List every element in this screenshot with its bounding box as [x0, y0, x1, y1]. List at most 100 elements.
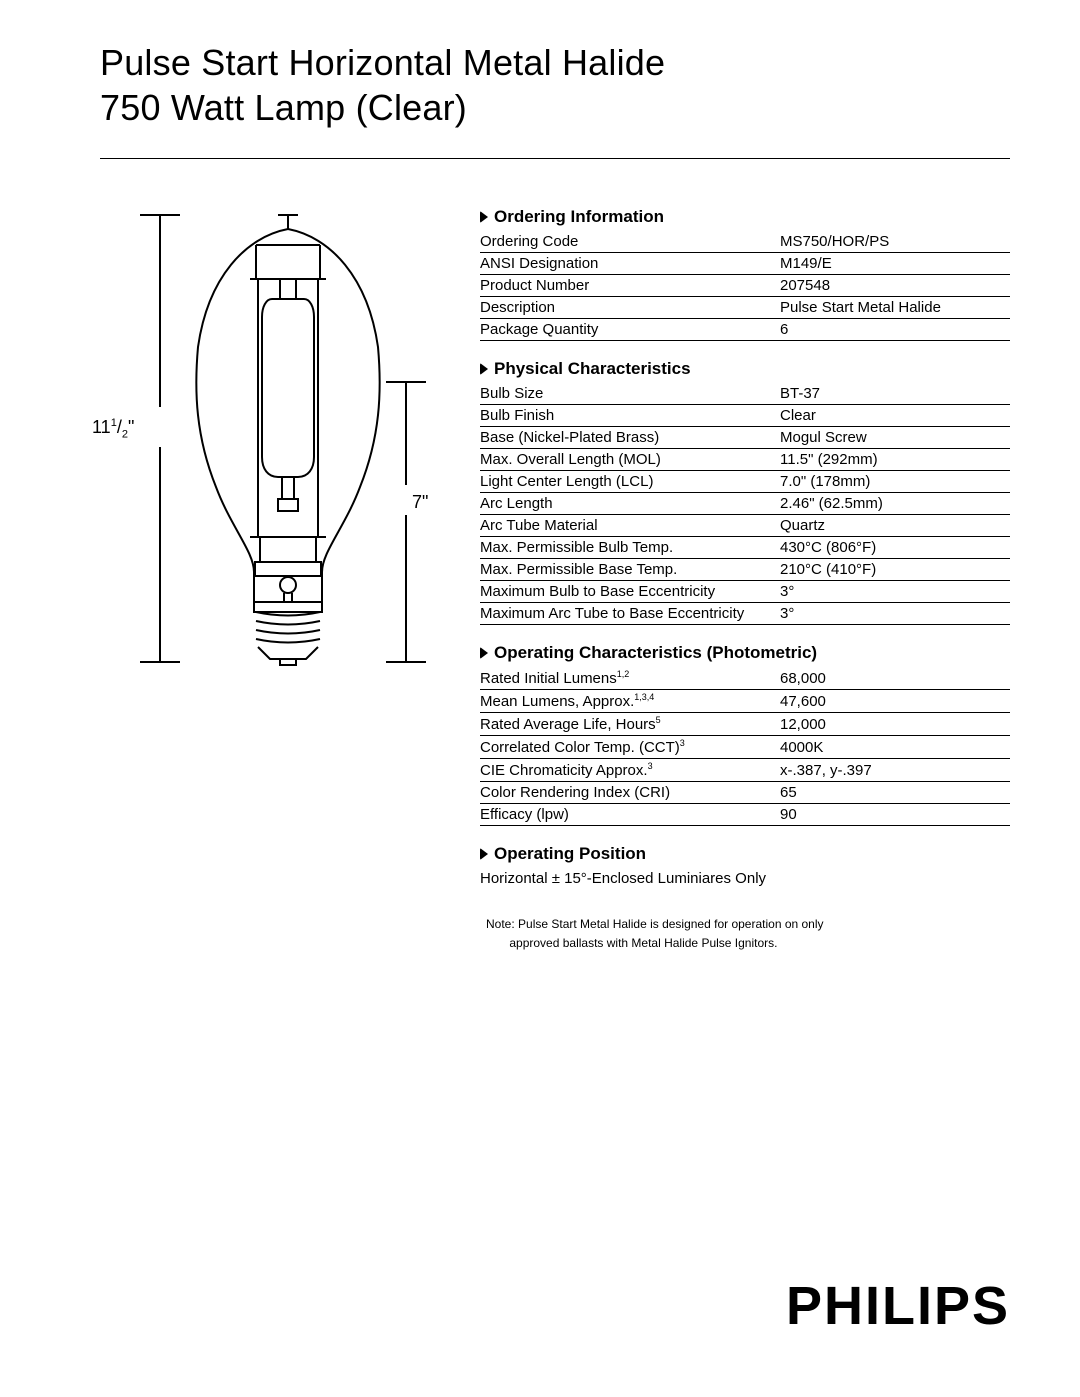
spec-label: Efficacy (lpw) — [480, 804, 780, 826]
table-row: Base (Nickel-Plated Brass)Mogul Screw — [480, 427, 1010, 449]
page-title: Pulse Start Horizontal Metal Halide 750 … — [100, 40, 1010, 130]
superscript: 1,3,4 — [634, 692, 654, 702]
spec-value: x-.387, y-.397 — [780, 759, 1010, 782]
spec-label: Ordering Code — [480, 231, 780, 253]
spec-value: 207548 — [780, 275, 1010, 297]
spec-value: 65 — [780, 782, 1010, 804]
table-row: Rated Initial Lumens1,268,000 — [480, 667, 1010, 690]
dimension-overall-length: 111/2" — [92, 417, 134, 441]
table-row: Max. Overall Length (MOL)11.5" (292mm) — [480, 449, 1010, 471]
bullet-arrow-icon — [480, 211, 488, 223]
spec-label: Maximum Arc Tube to Base Eccentricity — [480, 603, 780, 625]
spec-value: Pulse Start Metal Halide — [780, 297, 1010, 319]
spec-value: Mogul Screw — [780, 427, 1010, 449]
bullet-arrow-icon — [480, 647, 488, 659]
section-heading-operating: Operating Characteristics (Photometric) — [480, 643, 1010, 663]
section-heading-position: Operating Position — [480, 844, 1010, 864]
table-row: Maximum Arc Tube to Base Eccentricity3° — [480, 603, 1010, 625]
spec-value: Clear — [780, 405, 1010, 427]
table-row: Mean Lumens, Approx.1,3,447,600 — [480, 690, 1010, 713]
table-row: Color Rendering Index (CRI)65 — [480, 782, 1010, 804]
table-row: Maximum Bulb to Base Eccentricity3° — [480, 581, 1010, 603]
table-row: Bulb SizeBT-37 — [480, 383, 1010, 405]
diagram-column: 111/2" 7" — [100, 207, 470, 687]
title-line-1: Pulse Start Horizontal Metal Halide — [100, 42, 665, 83]
superscript: 5 — [656, 715, 661, 725]
spec-value: Quartz — [780, 515, 1010, 537]
section-position: Operating Position Horizontal ± 15°-Encl… — [480, 844, 1010, 887]
dim-left-inch: " — [128, 417, 134, 437]
section-ordering: Ordering Information Ordering CodeMS750/… — [480, 207, 1010, 341]
table-row: Ordering CodeMS750/HOR/PS — [480, 231, 1010, 253]
note-line-2: approved ballasts with Metal Halide Puls… — [509, 936, 777, 950]
table-row: Rated Average Life, Hours512,000 — [480, 713, 1010, 736]
table-row: CIE Chromaticity Approx.3x-.387, y-.397 — [480, 759, 1010, 782]
spec-value: 2.46" (62.5mm) — [780, 493, 1010, 515]
dim-left-int: 11 — [92, 417, 111, 437]
section-physical: Physical Characteristics Bulb SizeBT-37B… — [480, 359, 1010, 625]
table-row: Correlated Color Temp. (CCT)34000K — [480, 736, 1010, 759]
spec-label: Light Center Length (LCL) — [480, 471, 780, 493]
spec-label: Correlated Color Temp. (CCT)3 — [480, 736, 780, 759]
table-row: Light Center Length (LCL)7.0" (178mm) — [480, 471, 1010, 493]
lamp-diagram: 111/2" 7" — [100, 207, 440, 687]
bullet-arrow-icon — [480, 848, 488, 860]
section-operating: Operating Characteristics (Photometric) … — [480, 643, 1010, 826]
physical-table: Bulb SizeBT-37Bulb FinishClearBase (Nick… — [480, 383, 1010, 625]
table-row: Product Number207548 — [480, 275, 1010, 297]
heading-text-ordering: Ordering Information — [494, 207, 664, 227]
spec-value: 7.0" (178mm) — [780, 471, 1010, 493]
title-rule — [100, 158, 1010, 159]
dimension-lcl: 7" — [412, 492, 428, 513]
table-row: Arc Length2.46" (62.5mm) — [480, 493, 1010, 515]
spec-value: 6 — [780, 319, 1010, 341]
spec-value: 11.5" (292mm) — [780, 449, 1010, 471]
heading-text-position: Operating Position — [494, 844, 646, 864]
spec-value: 3° — [780, 581, 1010, 603]
spec-label: Rated Initial Lumens1,2 — [480, 667, 780, 690]
spec-value: M149/E — [780, 253, 1010, 275]
spec-label: Arc Length — [480, 493, 780, 515]
table-row: Max. Permissible Base Temp.210°C (410°F) — [480, 559, 1010, 581]
spec-value: 210°C (410°F) — [780, 559, 1010, 581]
spec-value: MS750/HOR/PS — [780, 231, 1010, 253]
section-heading-physical: Physical Characteristics — [480, 359, 1010, 379]
spec-value: 47,600 — [780, 690, 1010, 713]
table-row: Bulb FinishClear — [480, 405, 1010, 427]
spec-label: Package Quantity — [480, 319, 780, 341]
spec-label: Mean Lumens, Approx.1,3,4 — [480, 690, 780, 713]
spec-value: 90 — [780, 804, 1010, 826]
specs-column: Ordering Information Ordering CodeMS750/… — [470, 207, 1010, 953]
superscript: 3 — [648, 761, 653, 771]
spec-label: Bulb Finish — [480, 405, 780, 427]
spec-label: Max. Permissible Base Temp. — [480, 559, 780, 581]
table-row: ANSI DesignationM149/E — [480, 253, 1010, 275]
section-heading-ordering: Ordering Information — [480, 207, 1010, 227]
bullet-arrow-icon — [480, 363, 488, 375]
heading-text-physical: Physical Characteristics — [494, 359, 691, 379]
ordering-table: Ordering CodeMS750/HOR/PSANSI Designatio… — [480, 231, 1010, 341]
operating-position-text: Horizontal ± 15°-Enclosed Luminiares Onl… — [480, 868, 1010, 887]
footnote: Note: Pulse Start Metal Halide is design… — [480, 915, 1010, 953]
table-row: DescriptionPulse Start Metal Halide — [480, 297, 1010, 319]
title-line-2: 750 Watt Lamp (Clear) — [100, 87, 467, 128]
philips-logo: PHILIPS — [786, 1275, 1010, 1337]
superscript: 1,2 — [617, 669, 630, 679]
spec-label: CIE Chromaticity Approx.3 — [480, 759, 780, 782]
spec-value: 3° — [780, 603, 1010, 625]
spec-label: Product Number — [480, 275, 780, 297]
spec-value: 430°C (806°F) — [780, 537, 1010, 559]
spec-label: ANSI Designation — [480, 253, 780, 275]
table-row: Max. Permissible Bulb Temp.430°C (806°F) — [480, 537, 1010, 559]
table-row: Efficacy (lpw)90 — [480, 804, 1010, 826]
spec-label: Description — [480, 297, 780, 319]
table-row: Package Quantity6 — [480, 319, 1010, 341]
spec-label: Base (Nickel-Plated Brass) — [480, 427, 780, 449]
spec-value: 4000K — [780, 736, 1010, 759]
heading-text-operating: Operating Characteristics (Photometric) — [494, 643, 817, 663]
table-row: Arc Tube MaterialQuartz — [480, 515, 1010, 537]
note-line-1: Note: Pulse Start Metal Halide is design… — [486, 917, 824, 931]
spec-label: Max. Overall Length (MOL) — [480, 449, 780, 471]
spec-label: Maximum Bulb to Base Eccentricity — [480, 581, 780, 603]
operating-table: Rated Initial Lumens1,268,000Mean Lumens… — [480, 667, 1010, 826]
